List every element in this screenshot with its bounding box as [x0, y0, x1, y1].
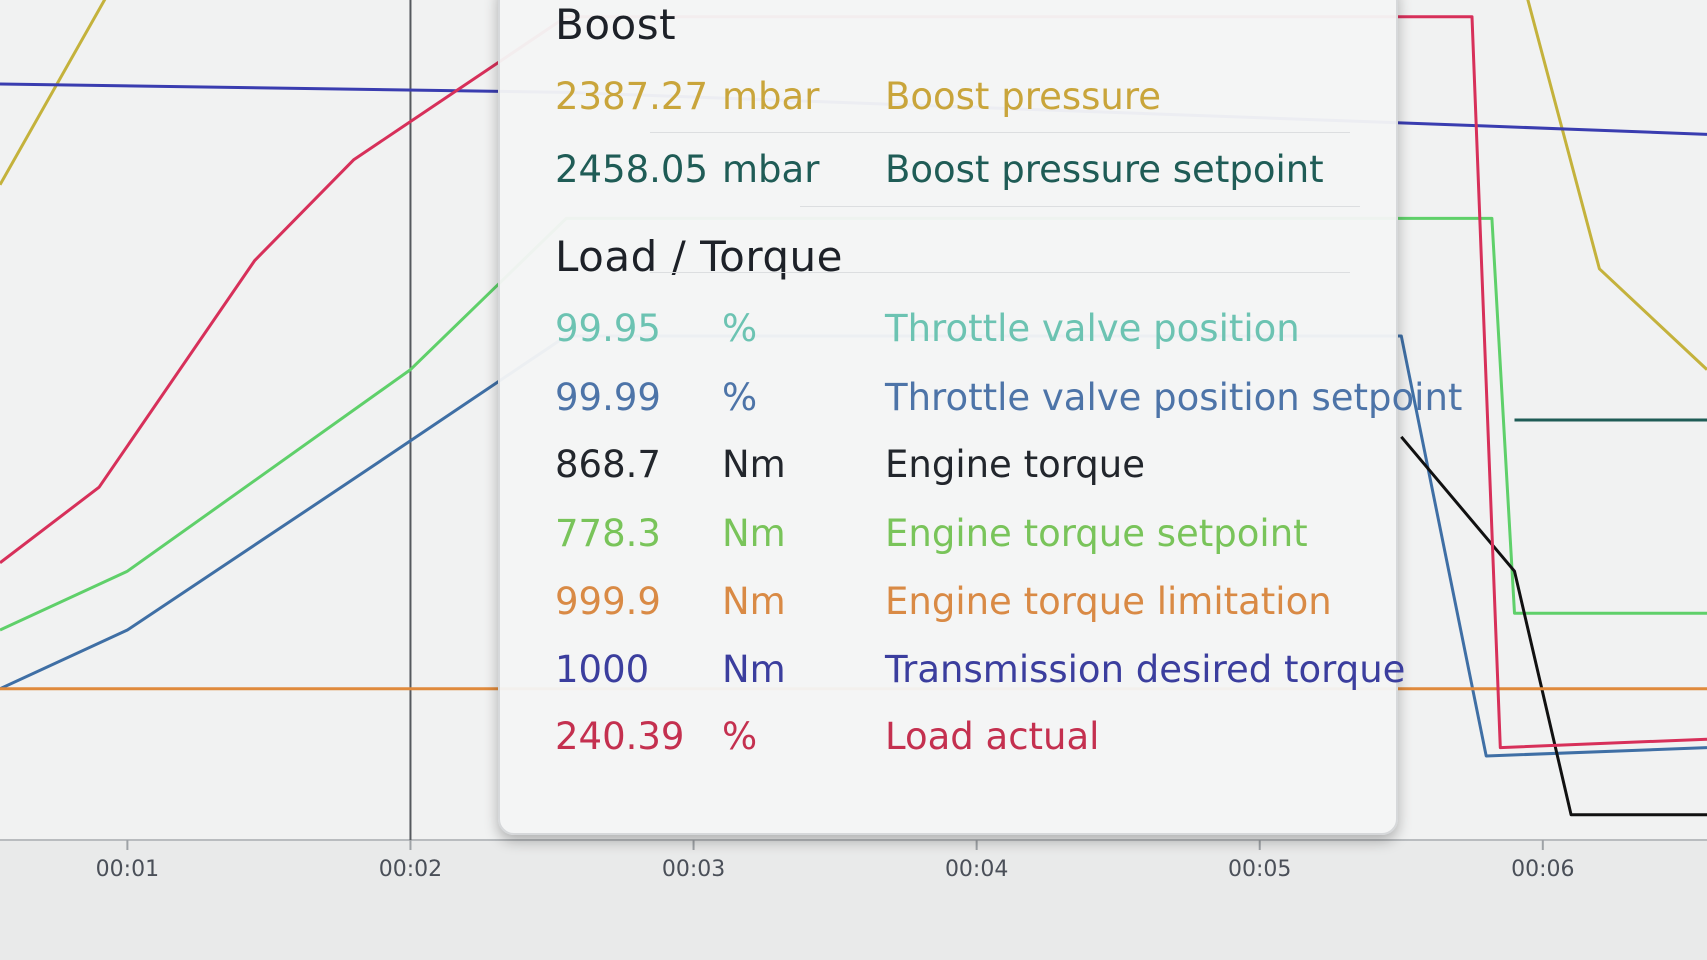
tooltip-row-name: Throttle valve position setpoint [885, 376, 1463, 419]
x-tick-label: 00:01 [96, 857, 159, 882]
series-line-4 [1400, 435, 1707, 817]
series-line-0 [0, 0, 1707, 371]
tooltip-row-value: 778.3 [555, 512, 661, 555]
tooltip-row-unit: mbar [722, 148, 820, 191]
tooltip-row: 2387.27 mbar Boost pressure [555, 75, 1375, 123]
tooltip-row-unit: % [722, 307, 758, 350]
tooltip-row: 868.7 Nm Engine torque [555, 443, 1375, 491]
x-tick-label: 00:05 [1228, 857, 1291, 882]
x-tick-label: 00:03 [662, 857, 725, 882]
tooltip-row: 1000 Nm Transmission desired torque [555, 648, 1405, 696]
tooltip-row-value: 2458.05 [555, 148, 709, 191]
tooltip-row-unit: Nm [722, 580, 786, 623]
tooltip-row-value: 99.99 [555, 376, 661, 419]
tooltip-row-value: 240.39 [555, 715, 685, 758]
series-line-8 [0, 15, 1707, 750]
tooltip-row-value: 1000 [555, 648, 650, 691]
values-tooltip: Boost 2387.27 mbar Boost pressure 2458.05 mba… [498, 0, 1462, 835]
tooltip-group-title: Boost [555, 0, 677, 49]
x-tick-label: 00:06 [1511, 857, 1574, 882]
tooltip-row: 778.3 Nm Engine torque setpoint [555, 512, 1375, 560]
x-axis: 00:01 00:02 00:03 00:04 00:05 00:06 [96, 840, 1575, 882]
tooltip-group-title: Load / Torque [555, 232, 843, 281]
tooltip-divider [650, 132, 1350, 133]
tooltip-row-unit: % [722, 376, 758, 419]
tooltip-row-value: 99.95 [555, 307, 661, 350]
tooltip-row-name: Engine torque limitation [885, 580, 1332, 623]
tooltip-row: 2458.05 mbar Boost pressure setpoint [555, 148, 1375, 196]
tooltip-row-unit: mbar [722, 75, 820, 118]
tooltip-row: 240.39% Load actual [555, 715, 1375, 763]
tooltip-row-name: Boost pressure [885, 75, 1162, 118]
tooltip-row-name: Engine torque setpoint [885, 512, 1308, 555]
x-tick-label: 00:02 [379, 857, 442, 882]
tooltip-row-unit: Nm [722, 443, 786, 486]
tooltip-row-name: Engine torque [885, 443, 1145, 486]
tooltip-row-name: Throttle valve position [885, 307, 1300, 350]
tooltip-row-name: Boost pressure setpoint [885, 148, 1324, 191]
tooltip-row-value: 2387.27 [555, 75, 709, 118]
tooltip-row-value: 868.7 [555, 443, 661, 486]
tooltip-row: 999.9 Nm Engine torque limitation [555, 580, 1375, 628]
tooltip-divider [800, 206, 1360, 207]
tooltip-row-unit: Nm [722, 648, 786, 691]
tooltip-row: 99.99% Throttle valve position setpoint [555, 376, 1462, 424]
tooltip-row-unit: % [722, 715, 758, 758]
tooltip-divider [650, 272, 1350, 273]
tooltip-row: 99.95% Throttle valve position [555, 307, 1375, 355]
tooltip-row-value: 999.9 [555, 580, 661, 623]
tooltip-row-unit: Nm [722, 512, 786, 555]
tooltip-row-name: Load actual [885, 715, 1100, 758]
tooltip-row-name: Transmission desired torque [885, 648, 1406, 691]
x-tick-label: 00:04 [945, 857, 1008, 882]
